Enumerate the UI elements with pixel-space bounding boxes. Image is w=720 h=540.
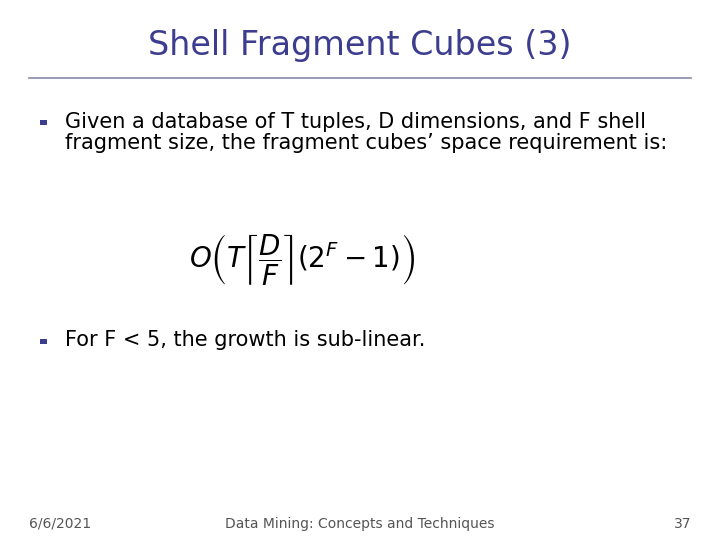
Text: Data Mining: Concepts and Techniques: Data Mining: Concepts and Techniques xyxy=(225,517,495,531)
Text: $O\left(T\left\lceil\dfrac{D}{F}\right\rceil(2^F - 1)\right)$: $O\left(T\left\lceil\dfrac{D}{F}\right\r… xyxy=(189,232,415,287)
Bar xyxy=(40,120,47,125)
Text: For F < 5, the growth is sub-linear.: For F < 5, the growth is sub-linear. xyxy=(65,330,426,350)
Text: Shell Fragment Cubes (3): Shell Fragment Cubes (3) xyxy=(148,29,572,63)
Text: 6/6/2021: 6/6/2021 xyxy=(29,517,91,531)
Bar xyxy=(40,339,47,344)
Text: fragment size, the fragment cubes’ space requirement is:: fragment size, the fragment cubes’ space… xyxy=(65,133,667,153)
Text: 37: 37 xyxy=(674,517,691,531)
Text: Given a database of T tuples, D dimensions, and F shell: Given a database of T tuples, D dimensio… xyxy=(65,111,646,132)
